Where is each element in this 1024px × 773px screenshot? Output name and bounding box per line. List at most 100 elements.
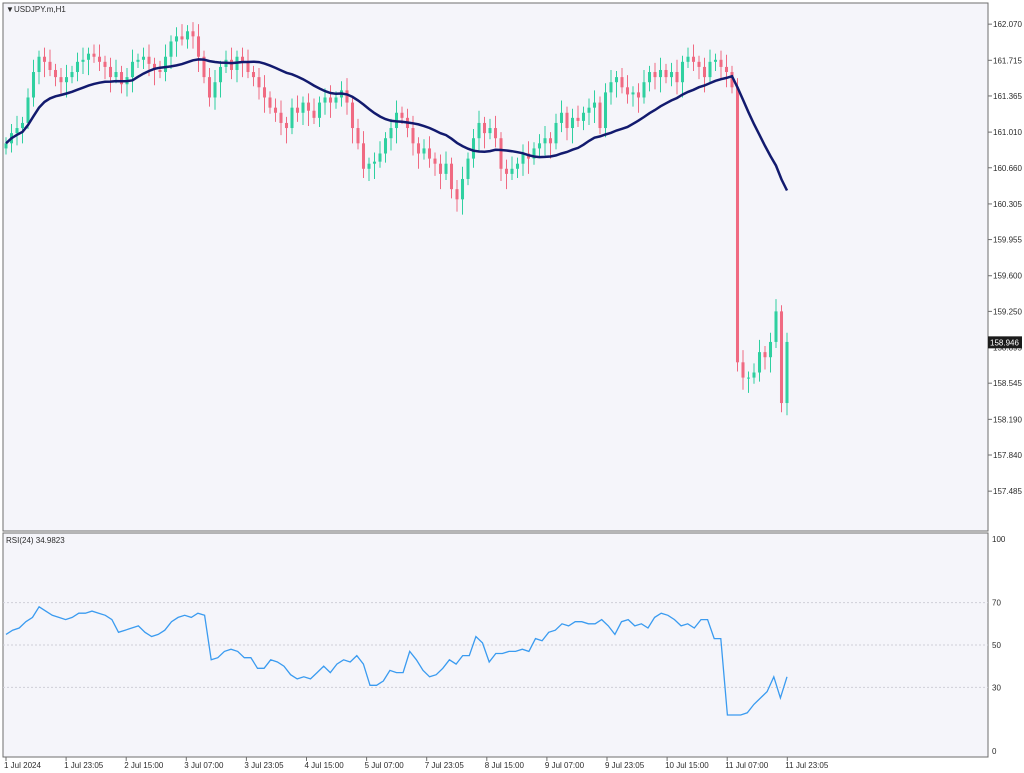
candle-body <box>361 143 366 169</box>
candle-body <box>114 72 118 78</box>
candle-body <box>653 72 657 78</box>
candle-body <box>312 110 316 118</box>
candle-body <box>686 56 690 62</box>
candle-body <box>378 153 382 162</box>
candle-body <box>59 77 63 83</box>
candle-body <box>334 97 338 103</box>
candle-body <box>488 128 492 134</box>
candle-body <box>383 138 388 154</box>
candle-body <box>471 138 476 159</box>
time-tick-label: 11 Jul 07:00 <box>725 761 769 770</box>
candle-body <box>20 122 25 129</box>
candle-body <box>279 112 283 123</box>
candle-body <box>752 372 756 378</box>
candle-body <box>702 66 707 78</box>
candle-body <box>669 72 674 78</box>
rsi-tick-label: 50 <box>992 641 1001 650</box>
candle-body <box>664 69 668 78</box>
candle-body <box>763 352 767 358</box>
price-tick-label: 161.010 <box>993 128 1022 137</box>
collapse-icon[interactable]: ▼ <box>6 5 14 14</box>
candle-body <box>658 69 663 78</box>
candle-body <box>548 138 553 144</box>
candle-body <box>328 97 333 103</box>
candle-body <box>345 90 349 103</box>
rsi-title: RSI(24) 34.9823 <box>6 536 65 545</box>
candle-body <box>97 56 102 62</box>
price-tick-label: 158.545 <box>993 379 1022 388</box>
time-tick-label: 9 Jul 07:00 <box>545 761 585 770</box>
candle-body <box>757 352 762 373</box>
candle-body <box>543 138 547 144</box>
candle-body <box>482 122 487 134</box>
candle-body <box>306 102 311 111</box>
candle-body <box>372 161 377 164</box>
candle-body <box>240 56 245 62</box>
candle-body <box>631 92 635 95</box>
candle-body <box>559 112 564 123</box>
rsi-level-lines <box>3 602 988 688</box>
candle-body <box>130 61 135 78</box>
candle-body <box>554 122 558 144</box>
candle-body <box>532 148 536 159</box>
candle-body <box>504 168 509 174</box>
candle-body <box>730 72 734 88</box>
candle-body <box>15 128 19 134</box>
price-tick-label: 158.190 <box>993 415 1022 424</box>
candle-body <box>119 72 124 85</box>
candle-body <box>521 153 525 164</box>
candle-body <box>262 87 267 98</box>
candle-body <box>174 36 179 42</box>
candle-body <box>537 143 542 149</box>
candle-body <box>48 61 52 70</box>
candle-body <box>444 163 448 174</box>
candle-body <box>92 53 96 57</box>
symbol-title: USDJPY.m,H1 <box>14 5 66 14</box>
candle-body <box>75 61 80 73</box>
candle-body <box>251 72 256 78</box>
candle-body <box>268 97 272 108</box>
candle-body <box>746 377 751 379</box>
candle-body <box>460 178 465 200</box>
candle-body <box>86 53 91 60</box>
candle-body <box>163 56 168 73</box>
candle-body <box>70 72 74 78</box>
candle-body <box>295 107 300 113</box>
candle-body <box>510 168 514 174</box>
candle-body <box>185 31 190 40</box>
candle-body <box>741 362 745 378</box>
candle-body <box>152 63 157 70</box>
candle-body <box>565 112 569 129</box>
candle-body <box>719 59 723 67</box>
candle-body <box>785 341 789 404</box>
time-tick-label: 1 Jul 2024 <box>4 761 41 770</box>
candle-body <box>713 59 718 62</box>
candle-body <box>735 87 740 363</box>
candle-body <box>229 59 234 70</box>
candle-body <box>141 56 146 60</box>
candle-body <box>350 102 355 129</box>
rsi-tick-label: 100 <box>992 535 1006 544</box>
candle-body <box>246 61 250 73</box>
candle-body <box>697 61 701 67</box>
time-tick-label: 7 Jul 23:05 <box>425 761 465 770</box>
candle-body <box>4 143 8 149</box>
candle-body <box>675 72 679 83</box>
candle-body <box>708 61 712 78</box>
candle-body <box>422 148 426 154</box>
candle-body <box>603 92 608 129</box>
price-panel[interactable] <box>3 3 988 531</box>
time-tick-label: 4 Jul 15:00 <box>305 761 345 770</box>
candle-body <box>273 107 278 113</box>
candle-body <box>499 138 503 169</box>
time-tick-label: 3 Jul 23:05 <box>244 761 284 770</box>
price-tick-label: 160.660 <box>993 164 1022 173</box>
price-tick-label: 159.600 <box>993 272 1022 281</box>
rsi-line <box>5 605 788 716</box>
candle-body <box>592 102 597 108</box>
moving-average-line <box>5 58 789 192</box>
rsi-tick-label: 0 <box>992 747 997 756</box>
candle-body <box>411 128 415 144</box>
